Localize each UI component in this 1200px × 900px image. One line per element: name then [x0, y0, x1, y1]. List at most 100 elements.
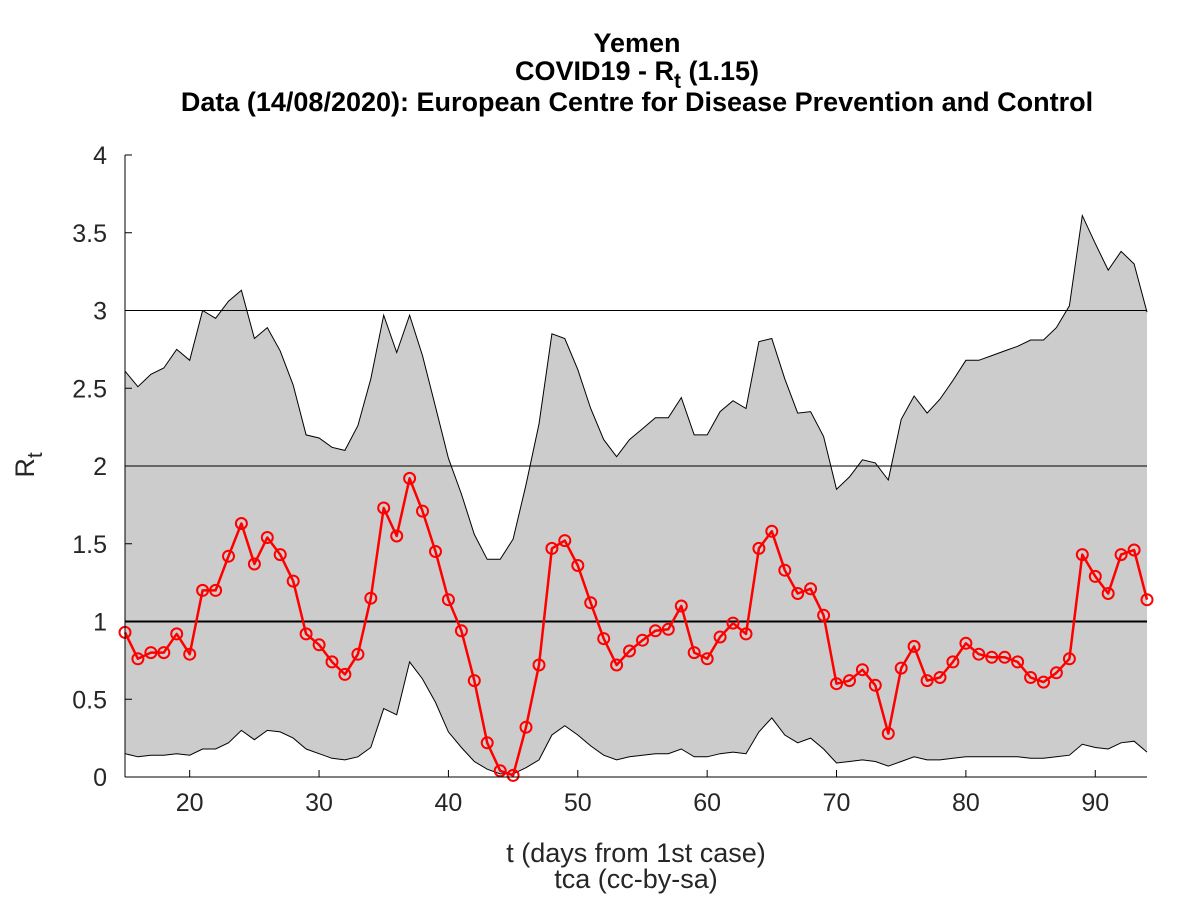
data-point — [623, 644, 636, 658]
y-tick-label: 3.5 — [72, 220, 107, 248]
chart-source: Data (14/08/2020): European Centre for D… — [181, 87, 1093, 117]
data-point — [209, 583, 223, 597]
y-ticks: 0 0.5 1 1.5 2 2.5 3 3.5 4 — [72, 142, 132, 792]
data-point — [868, 678, 882, 692]
chart-subtitle-suffix: (1.15) — [681, 56, 759, 86]
data-point — [881, 727, 895, 740]
chart-subtitle-sub: t — [674, 70, 681, 93]
data-point — [493, 764, 507, 778]
x-tick-label: 90 — [1081, 789, 1109, 817]
y-tick-label: 0 — [93, 764, 107, 792]
data-point — [351, 647, 365, 661]
data-point — [234, 517, 248, 530]
data-point — [830, 677, 843, 691]
data-point — [325, 655, 339, 669]
data-point — [286, 574, 300, 588]
band-upper-edge — [124, 213, 1148, 560]
credit-label: tca (cc-by-sa) — [554, 864, 718, 894]
data-point — [636, 633, 649, 647]
data-point — [338, 667, 352, 681]
data-point — [1062, 652, 1076, 666]
y-tick-label: 2 — [93, 453, 107, 481]
x-tick-label: 60 — [693, 789, 721, 817]
data-point — [817, 608, 831, 622]
data-point — [506, 768, 520, 782]
data-point — [946, 655, 960, 669]
data-point — [571, 559, 585, 572]
data-point — [959, 636, 973, 650]
data-point — [480, 736, 494, 750]
data-point — [1024, 671, 1038, 684]
data-point — [674, 599, 688, 613]
data-point — [1088, 569, 1102, 583]
data-point — [144, 646, 158, 660]
data-point — [1037, 675, 1050, 689]
chart-subtitle: COVID19 - Rt (1.15) — [515, 56, 759, 93]
y-tick-label: 2.5 — [72, 375, 107, 403]
data-point — [894, 661, 908, 675]
data-point — [648, 624, 662, 638]
x-tick-label: 70 — [823, 789, 851, 817]
data-point — [843, 674, 856, 688]
data-point — [299, 627, 313, 641]
y-tick-label: 0.5 — [72, 686, 107, 714]
chart-title: Yemen — [593, 28, 680, 58]
x-tick-label: 20 — [176, 789, 204, 817]
data-point — [377, 501, 391, 515]
data-point — [584, 596, 598, 610]
data-point — [1101, 587, 1115, 600]
data-point — [933, 671, 947, 684]
reference-lines — [125, 310, 1147, 623]
x-tick-label: 50 — [564, 789, 592, 817]
data-point — [1075, 548, 1089, 562]
band-lower-edge — [124, 660, 1148, 775]
rt-series — [118, 471, 1154, 782]
data-point — [519, 720, 533, 734]
data-point — [1114, 548, 1128, 562]
data-point — [700, 652, 714, 666]
data-point — [985, 650, 999, 664]
data-point — [157, 646, 171, 660]
data-point — [390, 529, 404, 543]
data-point — [273, 548, 287, 562]
x-ticks: 20 30 40 50 60 70 80 90 — [176, 770, 1109, 817]
data-point — [972, 647, 986, 661]
data-point — [532, 658, 546, 672]
y-tick-label: 1.5 — [72, 531, 107, 559]
data-point — [907, 639, 921, 653]
data-point — [597, 632, 611, 646]
y-axis-label-group: Rt — [10, 452, 47, 478]
data-point — [183, 647, 197, 661]
data-point — [752, 541, 766, 555]
data-point — [998, 650, 1012, 664]
data-point — [1140, 593, 1154, 607]
data-point — [196, 583, 210, 597]
data-point — [804, 582, 818, 596]
data-point — [131, 652, 145, 666]
confidence-band — [124, 213, 1148, 775]
chart-subtitle-prefix: COVID19 - R — [515, 56, 674, 86]
data-point — [416, 504, 429, 518]
data-point — [765, 524, 779, 538]
data-point — [312, 638, 326, 652]
series-line — [123, 477, 1149, 777]
data-point — [855, 663, 869, 677]
x-axis-label: t (days from 1st case) — [506, 838, 766, 868]
y-axis-label: Rt — [10, 452, 47, 478]
data-point — [1127, 543, 1141, 557]
x-tick-label: 40 — [435, 789, 463, 817]
data-point — [260, 531, 274, 544]
data-point — [778, 563, 792, 577]
data-point — [739, 627, 753, 641]
data-point — [687, 646, 701, 660]
data-point — [247, 557, 261, 571]
x-tick-label: 80 — [952, 789, 980, 817]
data-point — [429, 545, 442, 558]
data-point — [454, 624, 468, 638]
data-point — [1011, 655, 1025, 669]
data-point — [170, 627, 184, 641]
data-point — [661, 622, 675, 636]
data-point — [713, 630, 727, 644]
data-point — [791, 587, 805, 600]
